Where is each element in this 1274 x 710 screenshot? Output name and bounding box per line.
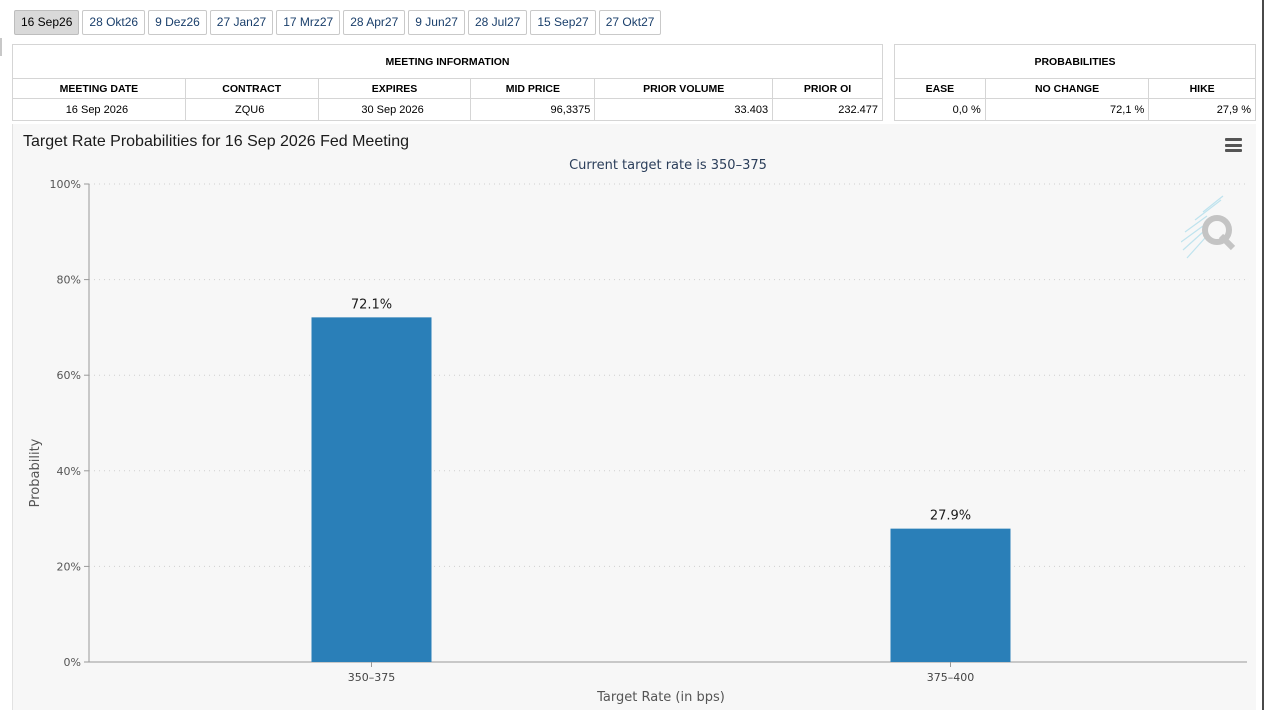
column-header-2: HIKE: [1148, 78, 1256, 99]
bar-1: [890, 528, 1011, 662]
window-edge: [1262, 0, 1264, 710]
table-cell-5: 232.477: [772, 98, 883, 121]
column-header-0: MEETING DATE: [12, 78, 186, 99]
tab-meeting-7[interactable]: 28 Jul27: [467, 10, 528, 35]
meeting-information-caption: MEETING INFORMATION: [12, 44, 883, 79]
y-tick-label-3: 60%: [57, 369, 81, 382]
table-cell-4: 33.403: [594, 98, 774, 121]
probabilities-caption: PROBABILITIES: [894, 44, 1256, 79]
y-axis-title: Probability: [28, 438, 43, 507]
column-header-2: EXPIRES: [317, 78, 472, 99]
meeting-information-table: MEETING INFORMATION MEETING DATE CONTRACT…: [12, 44, 883, 121]
column-header-1: NO CHANGE: [984, 78, 1150, 99]
tab-meeting-8[interactable]: 15 Sep27: [530, 10, 596, 35]
data-label-1: 27.9%: [930, 509, 971, 524]
table-cell-2: 30 Sep 2026: [317, 98, 472, 121]
tab-meeting-2[interactable]: 9 Dez26: [148, 10, 207, 35]
scroll-edge: [0, 38, 2, 56]
q-logo-icon: [1181, 195, 1236, 259]
tab-meeting-6[interactable]: 9 Jun27: [408, 10, 465, 35]
data-label-0: 72.1%: [351, 297, 392, 312]
x-tick-label-1: 375–400: [927, 671, 975, 684]
probabilities-header-row: EASE NO CHANGE HIKE: [894, 78, 1256, 99]
tab-meeting-1[interactable]: 28 Okt26: [82, 10, 146, 35]
y-tick-label-2: 40%: [57, 465, 81, 478]
table-cell-1: 72,1 %: [984, 98, 1150, 121]
tab-meeting-0[interactable]: 16 Sep26: [14, 10, 80, 35]
chart-subtitle: Current target rate is 350–375: [569, 158, 767, 173]
table-cell-2: 27,9 %: [1148, 98, 1256, 121]
meeting-tabs: 16 Sep26 28 Okt26 9 Dez26 27 Jan27 17 Mrz27 2…: [14, 10, 662, 35]
x-axis-title: Target Rate (in bps): [596, 690, 725, 705]
chart-title: Target Rate Probabilities for 16 Sep 202…: [23, 133, 410, 150]
tab-meeting-9[interactable]: 27 Okt27: [598, 10, 662, 35]
tab-meeting-5[interactable]: 28 Apr27: [343, 10, 406, 35]
tab-meeting-4[interactable]: 17 Mrz27: [276, 10, 341, 35]
probabilities-data-row: 0,0 % 72,1 % 27,9 %: [894, 98, 1256, 121]
y-tick-label-1: 20%: [57, 560, 81, 573]
column-header-5: PRIOR OI: [772, 78, 883, 99]
x-tick-label-0: 350–375: [348, 671, 396, 684]
column-header-4: PRIOR VOLUME: [594, 78, 774, 99]
chart-panel: 0% 20% 40% 60% 80% 100% 72.1% 350–375 27.9% 375–4…: [12, 124, 1256, 710]
y-tick-label-5: 100%: [50, 178, 81, 191]
column-header-1: CONTRACT: [184, 78, 319, 99]
table-cell-1: ZQU6: [184, 98, 319, 121]
probability-bar-chart: 0% 20% 40% 60% 80% 100% 72.1% 350–375 27.9% 375–4…: [28, 178, 1247, 705]
column-header-3: MID PRICE: [470, 78, 596, 99]
tab-meeting-3[interactable]: 27 Jan27: [209, 10, 274, 35]
bar-0: [311, 317, 432, 662]
y-tick-label-0: 0%: [64, 656, 81, 669]
y-tick-label-4: 80%: [57, 274, 81, 287]
table-cell-3: 96,3375: [470, 98, 596, 121]
probabilities-table: PROBABILITIES EASE NO CHANGE HIKE 0,0 % 72,…: [894, 44, 1256, 121]
meeting-data-row: 16 Sep 2026 ZQU6 30 Sep 2026 96,3375 33.403 2…: [12, 98, 883, 121]
table-cell-0: 16 Sep 2026: [12, 98, 186, 121]
column-header-0: EASE: [894, 78, 986, 99]
table-cell-0: 0,0 %: [894, 98, 986, 121]
meeting-header-row: MEETING DATE CONTRACT EXPIRES MID PRICE PRIO…: [12, 78, 883, 99]
hamburger-menu-icon[interactable]: [1225, 138, 1242, 152]
